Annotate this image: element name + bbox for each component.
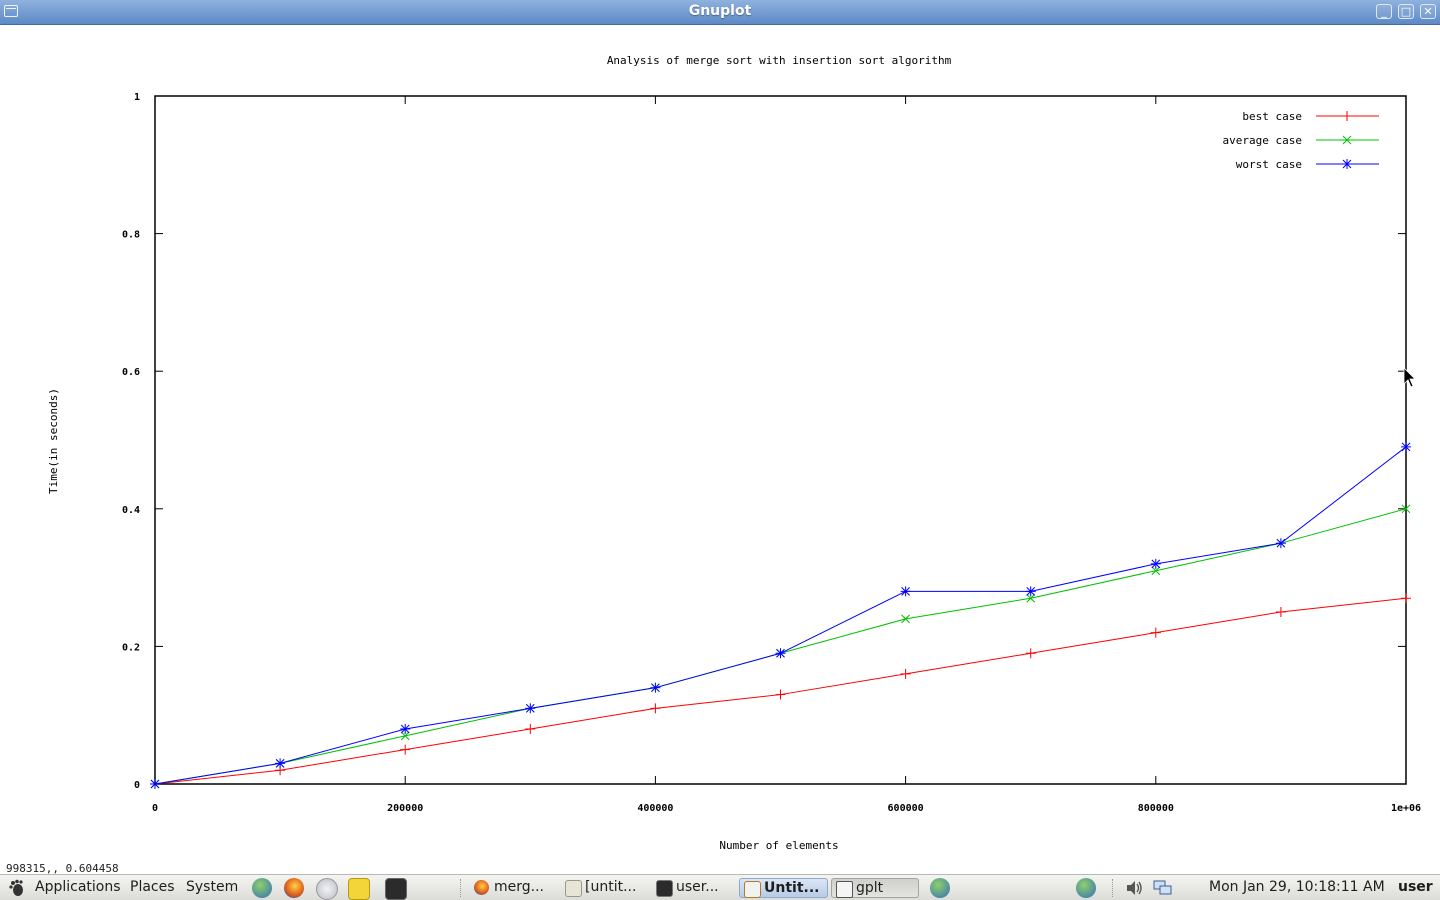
data-point	[400, 723, 411, 734]
gnuplot-canvas[interactable]: Analysis of merge sort with insertion so…	[0, 25, 1440, 860]
data-point	[900, 668, 911, 679]
taskbar-item-untitled-folder[interactable]: [untit...	[561, 878, 649, 898]
window-titlebar[interactable]: Gnuplot _ □ ✕	[0, 0, 1440, 25]
y-tick-label: 0.4	[122, 505, 140, 516]
network-status-icon[interactable]	[1153, 878, 1173, 898]
legend-label: worst case	[1236, 158, 1302, 171]
applications-menu[interactable]: Applications	[35, 879, 121, 895]
data-point	[650, 703, 661, 714]
globe-icon[interactable]	[930, 878, 950, 898]
editor-icon	[744, 881, 761, 898]
user-menu[interactable]: user	[1398, 879, 1433, 895]
x-tick-label: 600000	[888, 803, 924, 814]
network-globe-icon[interactable]	[1076, 878, 1096, 898]
data-point	[650, 682, 661, 693]
data-point	[1401, 441, 1411, 452]
panel-separator	[460, 879, 463, 897]
taskbar-item-label: Untit...	[764, 880, 820, 896]
legend-label: best case	[1242, 110, 1302, 123]
series-line	[154, 508, 1407, 785]
maximize-icon[interactable]: □	[1398, 4, 1414, 19]
y-tick-label: 1	[134, 92, 140, 103]
taskbar-item-label: gplt	[856, 880, 884, 896]
web-browser-launcher-icon[interactable]	[252, 878, 272, 898]
data-point	[1275, 607, 1286, 617]
y-tick-label: 0.2	[122, 642, 140, 653]
series-average-case	[150, 504, 1411, 789]
taskbar-item-label: [untit...	[585, 879, 637, 895]
data-point	[900, 586, 911, 597]
terminal-icon	[656, 880, 673, 897]
legend-entry: average case	[1223, 134, 1379, 147]
y-tick-label: 0.8	[122, 230, 140, 241]
x-tick-label: 400000	[637, 803, 673, 814]
firefox-launcher-icon[interactable]	[284, 878, 304, 898]
mouse-cursor-icon	[1403, 367, 1416, 388]
data-point	[1342, 135, 1352, 145]
data-point	[275, 758, 286, 769]
taskbar-item-label: user...	[676, 879, 719, 895]
x-tick-label: 200000	[387, 803, 423, 814]
plot-frame	[154, 95, 1407, 785]
close-icon[interactable]: ✕	[1420, 4, 1436, 19]
data-point	[400, 731, 410, 741]
window-menu-icon[interactable]	[4, 5, 18, 17]
x-tick-label: 800000	[1138, 803, 1174, 814]
folder-icon	[565, 880, 582, 897]
data-point	[901, 614, 910, 624]
bottom-panel: Applications Places System merg... [unti…	[0, 874, 1440, 900]
taskbar-item-gplt[interactable]: gplt	[831, 878, 919, 898]
data-point	[1150, 558, 1161, 569]
mouse-coordinates: 998315,, 0.604458	[6, 862, 119, 875]
legend-label: average case	[1223, 134, 1302, 147]
data-point	[1342, 111, 1352, 121]
data-point	[400, 744, 411, 755]
series-best-case	[150, 593, 1411, 789]
volume-icon[interactable]	[1124, 878, 1144, 898]
terminal-launcher-icon[interactable]	[385, 878, 407, 900]
data-point	[1342, 159, 1352, 169]
taskbar-item-untitled-editor[interactable]: Untit...	[739, 878, 828, 898]
x-axis-label: Number of elements	[719, 839, 838, 852]
legend-entry: best case	[1242, 110, 1379, 123]
system-menu[interactable]: System	[186, 879, 239, 895]
clock[interactable]: Mon Jan 29, 10:18:11 AM	[1209, 879, 1385, 895]
notes-launcher-icon[interactable]	[348, 878, 370, 900]
data-point	[525, 723, 536, 734]
data-point	[1026, 593, 1036, 603]
y-tick-label: 0.6	[122, 367, 140, 378]
gnome-foot-icon[interactable]	[8, 879, 26, 897]
data-point	[1401, 593, 1411, 604]
data-point	[1025, 586, 1036, 597]
y-tick-label: 0	[134, 780, 140, 791]
data-point	[1151, 566, 1161, 576]
data-point	[775, 689, 786, 700]
window-icon	[836, 881, 853, 898]
places-menu[interactable]: Places	[130, 879, 175, 895]
data-point	[775, 648, 786, 659]
taskbar-item-merge[interactable]: merg...	[470, 878, 558, 898]
x-tick-label: 0	[152, 803, 158, 814]
series-worst-case	[150, 441, 1411, 789]
taskbar-item-label: merg...	[494, 879, 544, 895]
chart-title: Analysis of merge sort with insertion so…	[607, 54, 952, 67]
window-title: Gnuplot	[688, 3, 752, 19]
data-point	[150, 779, 160, 789]
data-point	[1150, 627, 1161, 638]
data-point	[1275, 538, 1286, 549]
x-tick-label: 1e+06	[1391, 803, 1421, 814]
minimize-icon[interactable]: _	[1376, 4, 1392, 19]
y-axis-label: Time(in seconds)	[47, 388, 60, 494]
data-point	[1401, 504, 1411, 514]
series-line	[154, 446, 1407, 785]
mail-launcher-icon[interactable]	[316, 878, 338, 900]
data-point	[1025, 648, 1036, 659]
data-point	[525, 703, 536, 714]
taskbar-item-terminal[interactable]: user...	[652, 878, 736, 898]
legend-entry: worst case	[1236, 158, 1379, 171]
firefox-icon	[474, 880, 489, 895]
panel-separator	[1112, 879, 1115, 897]
